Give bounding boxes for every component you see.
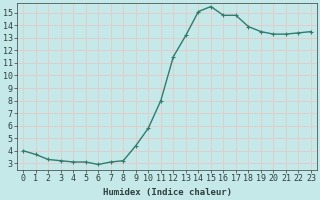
X-axis label: Humidex (Indice chaleur): Humidex (Indice chaleur): [103, 188, 232, 197]
